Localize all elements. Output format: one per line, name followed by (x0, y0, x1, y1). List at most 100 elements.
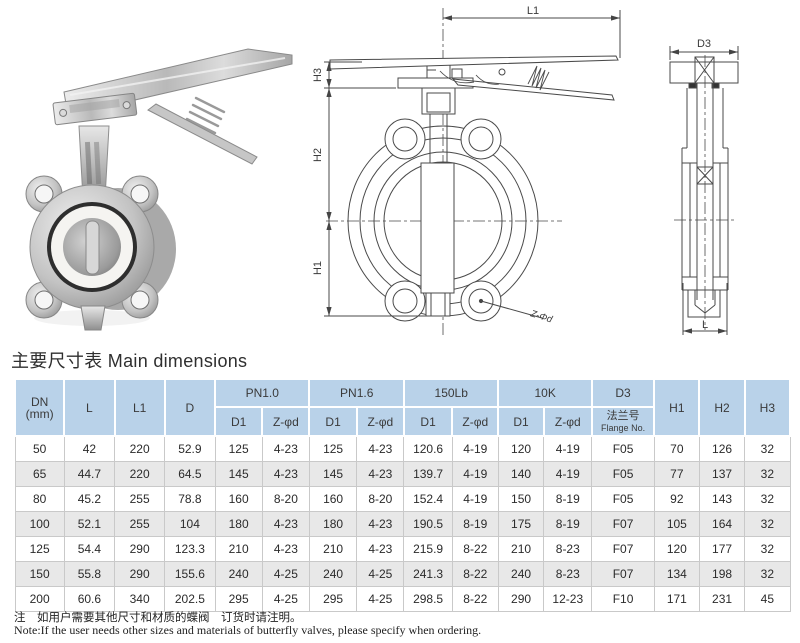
table-cell: 125 (214, 435, 263, 462)
table-row: 100 52.1 255 104 180 4-23 180 4-23 190.5 8-19… (14, 511, 791, 537)
table-cell: 8-19 (543, 486, 593, 512)
table-cell: 295 (308, 586, 358, 612)
dim-label-h2: H2 (312, 148, 324, 162)
table-cell: 45.2 (63, 486, 116, 512)
table-cell: 32 (744, 461, 791, 487)
table-cell: 4-23 (261, 536, 310, 562)
table-cell: 126 (698, 435, 746, 462)
table-cell: 140 (497, 461, 545, 487)
table-cell: 180 (214, 511, 263, 537)
dim-label-h1: H1 (312, 261, 324, 275)
table-row: 65 44.7 220 64.5 145 4-23 145 4-23 139.7 4-19… (14, 461, 791, 487)
table-cell: 4-23 (261, 435, 310, 462)
product-photo (25, 48, 293, 331)
table-cell: 190.5 (403, 511, 453, 537)
table-cell: 160 (214, 486, 263, 512)
table-row: 150 55.8 290 155.6 240 4-25 240 4-25 241.3 8-… (14, 561, 791, 587)
table-row: 125 54.4 290 123.3 210 4-23 210 4-23 215.9 8-… (14, 536, 791, 562)
note-chinese: 注 如用户需要其他尺寸和材质的蝶阀 订货时请注明。 (14, 612, 302, 624)
table-cell: F10 (591, 586, 655, 612)
table-cell: 125 (14, 536, 65, 562)
table-cell: 240 (308, 561, 358, 587)
sub-header-zphid: Z-φd (261, 406, 311, 437)
front-view-drawing: L1 H3 H2 H1 Z-Φd (312, 5, 621, 336)
table-cell: 60.6 (63, 586, 116, 612)
col-group-pn10: PN1.0 (213, 378, 311, 408)
sub-header-flange-no: 法兰号 Flange No. (590, 406, 656, 437)
table-cell: 295 (214, 586, 263, 612)
sub-header-zphid: Z-φd (451, 406, 500, 437)
table-cell: 198 (698, 561, 746, 587)
dim-label-d3: D3 (697, 38, 711, 50)
table-cell: 104 (164, 511, 216, 537)
col-header-h2: H2 (698, 378, 746, 437)
table-cell: 220 (113, 461, 166, 487)
dim-label-l1: L1 (527, 5, 539, 17)
dimensions-table-wrap: DN (mm) L L1 D PN1.0 PN1.6 150Lb 10K D3 … (13, 378, 792, 612)
table-cell: 4-19 (543, 435, 593, 462)
col-header-dn-line2: (mm) (25, 406, 54, 421)
table-cell: 150 (497, 486, 545, 512)
table-cell: 32 (744, 486, 791, 512)
note-english: Note:If the user needs other sizes and m… (14, 623, 482, 637)
table-cell: 240 (497, 561, 545, 587)
table-cell: 290 (113, 561, 166, 587)
table-cell: 123.3 (164, 536, 216, 562)
table-cell: 150 (14, 561, 65, 587)
col-header-l: L (63, 378, 116, 437)
table-cell: 231 (698, 586, 746, 612)
table-cell: 139.7 (403, 461, 453, 487)
table-cell: 210 (308, 536, 358, 562)
table-cell: 8-22 (451, 536, 499, 562)
table-row: 80 45.2 255 78.8 160 8-20 160 8-20 152.4 4-19… (14, 486, 791, 512)
section-heading: 主要尺寸表 Main dimensions (11, 351, 248, 371)
table-cell: 92 (653, 486, 700, 512)
table-cell: 32 (744, 561, 791, 587)
bottom-stub (80, 305, 106, 331)
table-cell: 4-25 (356, 586, 405, 612)
table-cell: 210 (214, 536, 263, 562)
sub-header-d1: D1 (308, 406, 358, 437)
table-cell: 4-23 (356, 461, 405, 487)
dimensions-table: DN (mm) L L1 D PN1.0 PN1.6 150Lb 10K D3 … (13, 378, 792, 612)
table-cell: 12-23 (543, 586, 593, 612)
table-cell: 32 (744, 511, 791, 537)
table-cell: 137 (698, 461, 746, 487)
leader-line-bolt (480, 300, 543, 319)
table-cell: 145 (308, 461, 358, 487)
table-cell: 155.6 (164, 561, 216, 587)
sub-header-zphid: Z-φd (542, 406, 593, 437)
col-header-h3: H3 (743, 378, 792, 437)
table-cell: 164 (698, 511, 746, 537)
table-cell: 200 (14, 586, 65, 612)
table-cell: 8-20 (261, 486, 310, 512)
table-cell: 4-25 (261, 561, 310, 587)
table-cell: 120.6 (403, 435, 453, 462)
table-cell: 32 (744, 536, 791, 562)
col-header-d: D (163, 378, 217, 437)
table-cell: F05 (591, 461, 655, 487)
table-cell: 77 (653, 461, 700, 487)
table-cell: 4-25 (356, 561, 405, 587)
table-cell: 120 (653, 536, 700, 562)
table-cell: 171 (653, 586, 700, 612)
table-cell: 100 (14, 511, 65, 537)
table-cell: 32 (744, 435, 791, 462)
table-cell: 210 (497, 536, 545, 562)
valve-disc-edge (85, 220, 100, 275)
table-cell: F05 (591, 435, 655, 462)
table-cell: 202.5 (164, 586, 216, 612)
table-cell: F05 (591, 486, 655, 512)
valve-photo-art (25, 48, 293, 331)
col-group-150lb: 150Lb (402, 378, 500, 408)
table-cell: 4-23 (261, 461, 310, 487)
flange-label-cn: 法兰号 (606, 409, 640, 422)
table-cell: 4-19 (451, 461, 499, 487)
table-cell: 64.5 (164, 461, 216, 487)
table-cell: 50 (14, 435, 65, 462)
side-view-drawing: D3 L (669, 38, 739, 335)
table-cell: 4-23 (261, 511, 310, 537)
table-cell: 4-25 (261, 586, 310, 612)
mounting-plate (52, 92, 138, 126)
